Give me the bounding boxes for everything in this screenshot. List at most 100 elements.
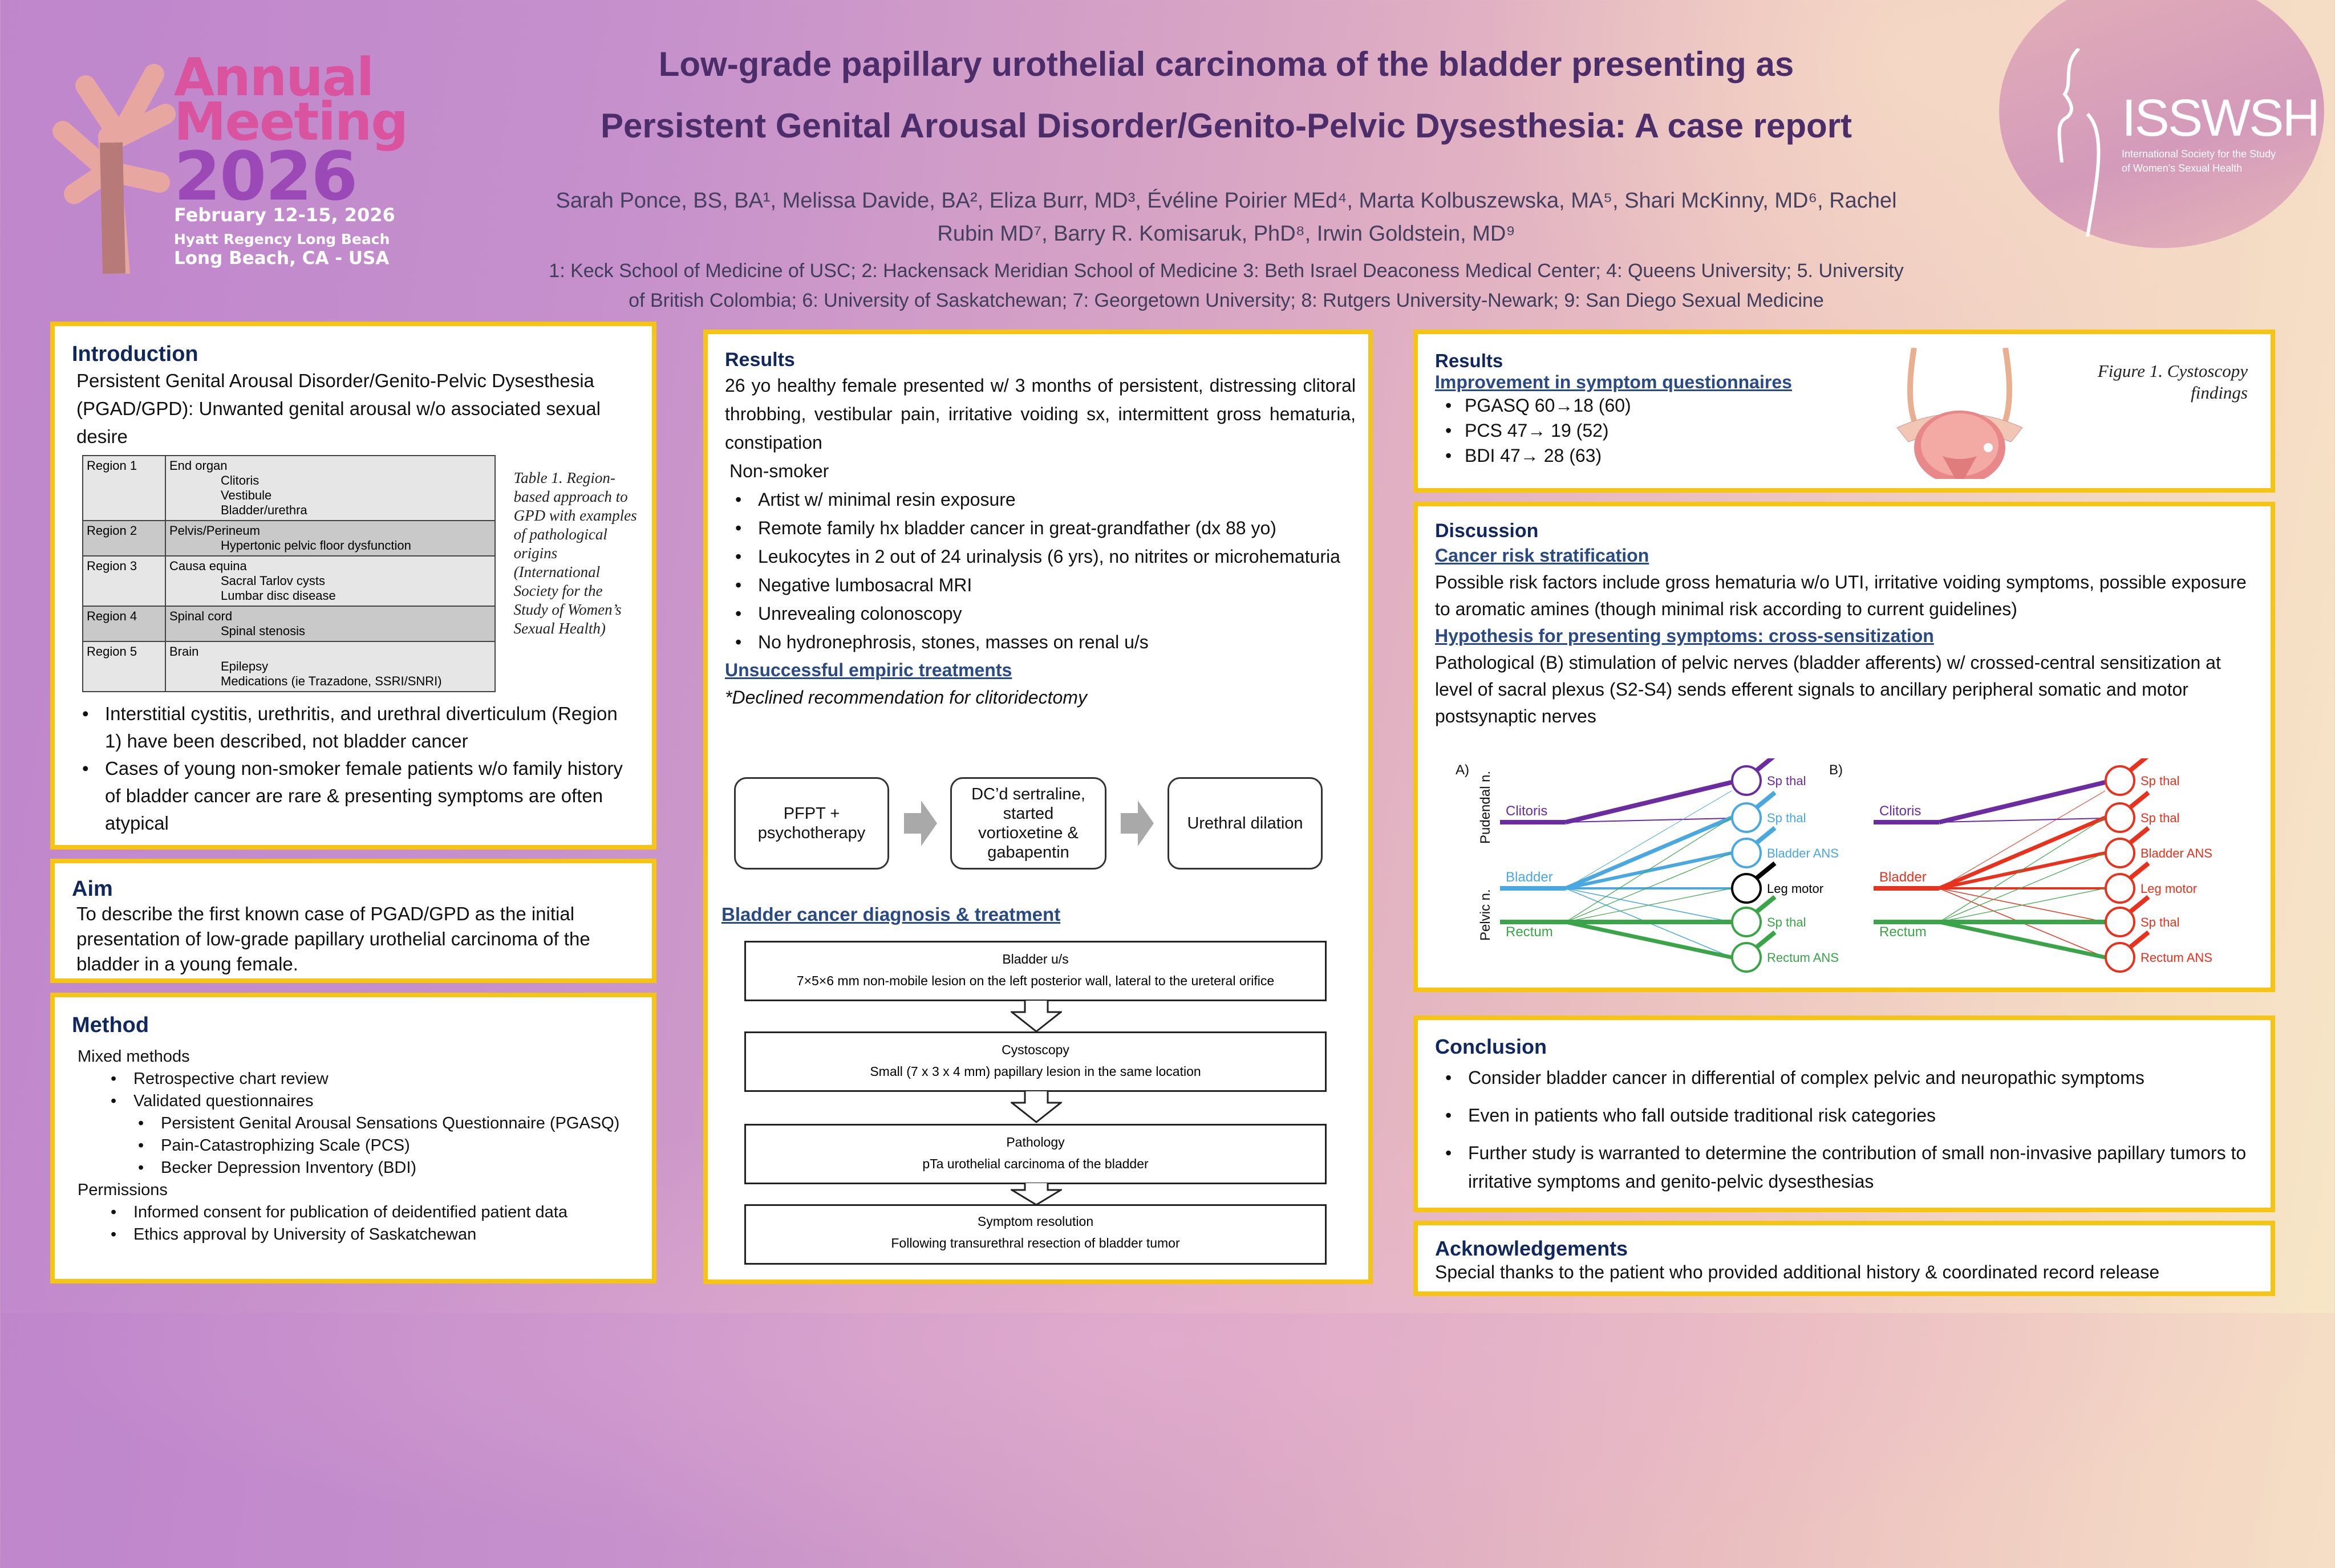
pathway-line [1565,851,1732,890]
nerve-label: Pelvic n. [1478,889,1493,941]
society-name: International Society for the Study [2122,148,2276,160]
presentation-text: 26 yo healthy female presented w/ 3 mont… [725,375,1356,453]
aim-text: To describe the first known case of PGAD… [76,903,590,974]
meeting-title: Annual [174,47,374,108]
meeting-title: Meeting [174,91,408,152]
step-detail: Following transurethral resection of bla… [891,1236,1180,1250]
diagnosis-step: Pathology pTa urothelial carcinoma of the… [744,1124,1327,1184]
region-table: Region 1 End organ Clitoris Vestibule Bladde… [82,455,496,692]
step-title: Symptom resolution [977,1214,1094,1229]
scores-subheading: Improvement in symptom questionnaires [1435,372,1792,392]
meeting-city: Long Beach, CA - USA [174,248,390,269]
origin-cell: Pelvis/Perineum Hypertonic pelvic floor d… [165,520,496,556]
pathway-line [1565,790,1732,889]
pathway-line [1565,780,1732,824]
list-item: Unrevealing colonoscopy [725,599,1356,628]
list-item: Informed consent for publication of deid… [100,1201,638,1224]
target-neuron [2105,873,2135,904]
target-label: Sp thal [1767,774,1806,788]
panel-label: A) [1456,762,1469,778]
target-label: Leg motor [2141,882,2197,896]
arrow-down-icon [1011,1001,1062,1033]
conclusion-bullets: Consider bladder cancer in differential … [1435,1063,2258,1196]
pathway-line [1565,888,1732,923]
treatment-step: DC’d sertraline, started vortioxetine & … [950,777,1106,870]
step-detail: Small (7 x 3 x 4 mm) papillary lesion in… [870,1064,1201,1079]
method-panel: Method Mixed methods Retrospective chart… [50,993,656,1283]
introduction-panel: Introduction Persistent Genital Arousal … [50,322,656,850]
list-item: Pain-Catastrophizing Scale (PCS) [128,1135,638,1157]
discussion-panel: Discussion Cancer risk stratification Po… [1413,502,2275,992]
palm-tree-icon [52,64,176,274]
list-item: PGASQ 60→18 (60) [1435,393,2259,418]
pathway-line [1939,818,2106,823]
target-neuron [2105,907,2135,937]
target-label: Bladder ANS [2141,846,2212,860]
target-neuron [2105,765,2135,796]
example: Bladder/urethra [221,503,307,517]
acknowledgements-heading: Acknowledgements [1435,1237,1628,1260]
figure-caption: Figure 1. Cystoscopy findings [2097,361,2248,403]
method-label: Mixed methods [78,1047,190,1066]
target-label: Sp thal [2141,811,2180,825]
pathway-line [1938,815,2106,891]
target-label: Bladder ANS [1767,846,1839,860]
origin-cell: Causa equina Sacral Tarlov cysts Lumbar di… [165,555,496,607]
example: Clitoris [221,473,260,488]
efferent-line [2129,930,2150,949]
target-neuron [1731,765,1762,796]
table-caption: Table 1. Region-based approach to GPD wi… [513,469,637,637]
discussion-text: Pathological (B) stimulation of pelvic n… [1435,652,2221,726]
pathway-line [1565,817,1732,923]
input-label: Bladder [1506,870,1553,885]
results-heading: Results [1435,350,1503,371]
discussion-text: Possible risk factors include gross hema… [1435,572,2247,619]
efferent-line [2129,895,2150,914]
discussion-subheading: Hypothesis for presenting symptoms: cros… [1435,625,1934,646]
origin-cell: End organ Clitoris Vestibule Bladder/urethr… [165,455,496,521]
isswsh-logo: ISSWSH International Society for the Stu… [1999,0,2324,248]
pathway-line [1939,920,2106,960]
example: Sacral Tarlov cysts [221,574,325,588]
method-heading: Method [72,1013,149,1037]
panel-label: B) [1829,762,1843,778]
origin-cell: Spinal cord Spinal stenosis [165,606,496,642]
list-item: No hydronephrosis, stones, masses on ren… [725,628,1356,656]
origin: Causa equina [169,559,247,573]
pathway-line [1939,852,2106,923]
target-neuron [1731,802,1762,833]
target-label: Rectum ANS [1767,950,1839,965]
treatment-step: PFPT + psychotherapy [734,777,889,870]
arrow-right-icon [1121,801,1154,846]
input-label: Rectum [1506,924,1553,940]
bladder-illustration [1896,348,2023,479]
diagnosis-step: Symptom resolution Following transurethra… [744,1204,1327,1265]
step-detail: 7×5×6 mm non-mobile lesion on the left p… [796,973,1275,988]
example: Medications (ie Trazadone, SSRI/SNRI) [221,674,442,688]
list-item: Negative lumbosacral MRI [725,571,1356,599]
efferent-line [2129,790,2150,810]
pathway-line [1565,818,1732,823]
list-item: BDI 47→ 28 (63) [1435,443,2259,468]
example: Vestibule [221,488,272,502]
list-item: Ethics approval by University of Saskatc… [100,1224,638,1246]
pathway-line [1939,790,2106,889]
input-label: Clitoris [1879,803,1921,819]
authors: Sarah Ponce, BS, BA¹, Melissa Davide, BA… [556,189,1897,213]
target-label: Leg motor [1767,882,1823,896]
efferent-line [1755,758,1775,773]
step-title: Pathology [1006,1135,1065,1149]
list-item: Validated questionnaires [100,1090,638,1112]
aim-panel: Aim To describe the first known case of … [50,859,656,983]
affiliations: of British Colombia; 6: University of Sa… [629,290,1824,311]
results-heading: Results [725,349,795,371]
step-detail: pTa urothelial carcinoma of the bladder [922,1156,1149,1171]
table-row: Region 5 Brain Epilepsy Medications (ie Tra… [82,641,496,692]
treatments-heading: Unsuccessful empiric treatments [725,660,1012,680]
region-cell: Region 3 [82,555,166,607]
discussion-heading: Discussion [1435,520,1539,542]
pathway-line [1939,780,2106,824]
step-title: Cystoscopy [1002,1042,1069,1057]
list-item: Persistent Genital Arousal Sensations Qu… [128,1112,638,1135]
target-label: Sp thal [1767,915,1806,929]
